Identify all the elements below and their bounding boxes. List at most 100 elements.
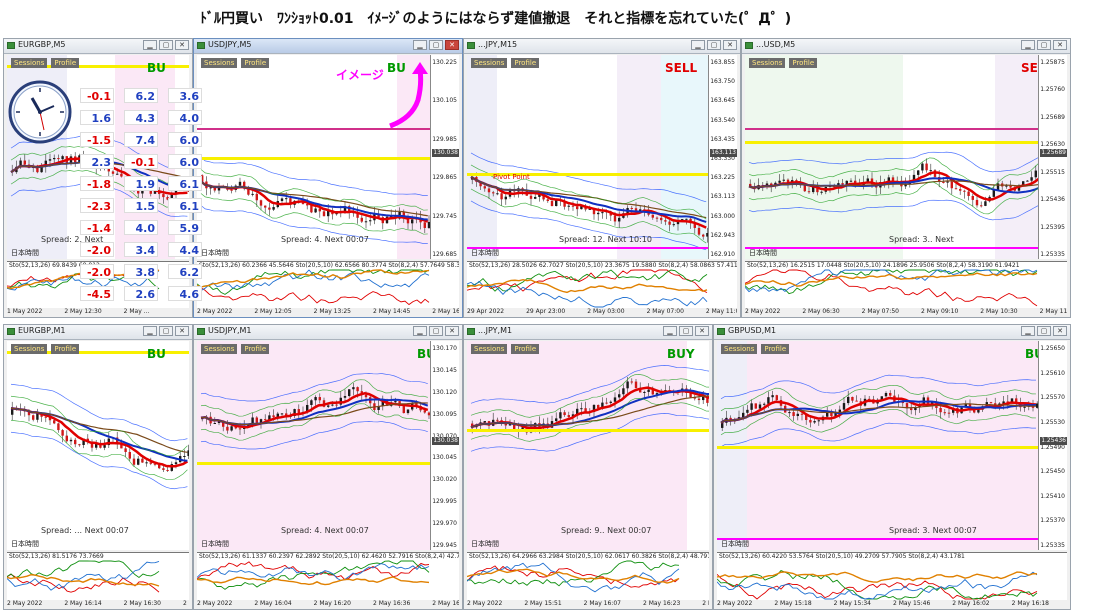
close-button[interactable]: ✕ [1053,40,1067,50]
oscillator-lines [197,269,430,306]
profile-button[interactable]: Profile [51,58,80,68]
window-titlebar[interactable]: USDJPY,M1 ▁ ▢ ✕ [194,325,462,340]
window-title: USDJPY,M5 [208,40,252,49]
profile-button[interactable]: Profile [241,344,270,354]
minimize-button[interactable]: ▁ [413,40,427,50]
minimize-button[interactable]: ▁ [691,40,705,50]
pivot-point-label: Pivot Point [493,173,530,181]
chart-window[interactable]: ...JPY,M1 ▁ ▢ ✕ Sessions Profile BUY Sprea… [463,324,713,610]
maximize-button[interactable]: ▢ [429,326,443,336]
sessions-button[interactable]: Sessions [201,344,238,354]
time-tick: 2 May 15:34 [833,600,871,607]
profile-button[interactable]: Profile [241,58,270,68]
yellow-level-line [467,173,737,176]
price-chart[interactable]: Sessions Profile BU Spread: ... Next 00:07… [7,341,189,550]
stochastic-panel[interactable]: Sto(52,13,26) 61.1337 60.2397 62.2892 St… [197,552,459,602]
price-chart[interactable]: Sessions ProfileBUY1.256501.256101.25570… [717,341,1067,550]
sessions-button[interactable]: Sessions [11,58,48,68]
window-titlebar[interactable]: GBPUSD,M1 ▁ ▢ ✕ [714,325,1070,340]
minimize-button[interactable]: ▁ [1021,40,1035,50]
close-button[interactable]: ✕ [175,326,189,336]
candlestick-plot [200,373,431,450]
oscillator-lines [467,560,680,593]
window-titlebar[interactable]: ...USD,M5 ▁ ▢ ✕ [742,39,1070,54]
sessions-button[interactable]: Sessions [471,344,508,354]
price-chart[interactable]: Sessions Profile SELL 163.855 163.750 163.64… [467,55,737,259]
strength-value: -2.0 [80,242,114,257]
close-button[interactable]: ✕ [445,326,459,336]
time-tick: 2 May 13:25 [313,308,351,315]
close-button[interactable]: ✕ [695,326,709,336]
profile-button[interactable]: Profile [789,58,818,68]
profile-button[interactable]: Profile [51,344,80,354]
time-tick: 2 May 2022 [7,600,43,607]
time-axis: 2 May 2022 2 May 06:30 2 May 07:50 2 May 09… [745,308,1067,317]
time-tick: 2 May 16:30 [123,600,161,607]
profile-button[interactable]: Profile [761,344,790,354]
chart-app-icon [7,42,15,49]
sessions-button[interactable]: Sessions [749,58,786,68]
window-titlebar[interactable]: EURGBP,M5 ▁ ▢ ✕ [4,39,192,54]
time-tick: 2 May 16:39 [702,600,709,607]
sessions-button[interactable]: Sessions [721,344,758,354]
price-tick: 129.970 [432,520,457,528]
window-titlebar[interactable]: ...JPY,M1 ▁ ▢ ✕ [464,325,712,340]
session-band [717,341,747,550]
sessions-button[interactable]: Sessions [471,58,508,68]
price-tick: 1.25570 [1040,394,1065,402]
close-button[interactable]: ✕ [723,40,737,50]
stochastic-panel[interactable]: Sto(52,13,26) 28.5026 62.7027 Sto(20,5,1… [467,261,737,310]
close-button[interactable]: ✕ [175,40,189,50]
stochastic-panel[interactable]: Sto(52,13,26) 16.2515 17.0448 Sto(20,5,1… [745,261,1067,310]
price-chart[interactable]: Sessions Profile BUY Spread: 9.. Next 00:0… [467,341,709,550]
profile-button[interactable]: Profile [511,344,540,354]
price-chart[interactable]: Sessions ProfileSELL1.258751.257601.2568… [745,55,1067,259]
time-tick: 2 May 2022 [745,308,781,315]
maximize-button[interactable]: ▢ [1037,326,1051,336]
minimize-button[interactable]: ▁ [143,40,157,50]
price-chart[interactable]: Sessions Profile BU 130.225 130.105 129.985 1… [197,55,459,259]
price-chart[interactable]: Sessions ProfileBUY130.170130.145130.120… [197,341,459,550]
maximize-button[interactable]: ▢ [679,326,693,336]
window-titlebar[interactable]: EURGBP,M1 ▁ ▢ ✕ [4,325,192,340]
chart-app-icon [197,328,205,335]
sessions-button[interactable]: Sessions [201,58,238,68]
window-titlebar[interactable]: ...JPY,M15 ▁ ▢ ✕ [464,39,740,54]
close-button[interactable]: ✕ [1053,326,1067,336]
chart-window[interactable]: EURGBP,M1 ▁ ▢ ✕ Sessions Profile BU Spread… [3,324,193,610]
yellow-level-line [7,65,189,68]
strength-value: 2.6 [124,286,158,301]
time-tick: 2 May 16:07 [583,600,621,607]
stochastic-panel[interactable]: Sto(52,13,26) 64.2966 63.2984 Sto(20,5,1… [467,552,709,602]
sessions-button[interactable]: Sessions [11,344,48,354]
current-price-tag: 130.038 [432,149,459,157]
maximize-button[interactable]: ▢ [159,40,173,50]
time-tick: 2 May 16:36 [372,600,411,607]
image-annotation: イメージ [336,68,384,82]
maximize-button[interactable]: ▢ [1037,40,1051,50]
chart-window[interactable]: USDJPY,M1 ▁ ▢ ✕ Sessions ProfileBUY130.1… [193,324,463,610]
chart-window[interactable]: ...USD,M5 ▁ ▢ ✕ Sessions ProfileSELL1.25… [741,38,1071,318]
chart-window[interactable]: ...JPY,M15 ▁ ▢ ✕ Sessions Profile SELL 163… [463,38,741,318]
maximize-button[interactable]: ▢ [707,40,721,50]
price-tick: 129.685 [432,251,457,258]
pink-level-line [745,128,1067,130]
maximize-button[interactable]: ▢ [159,326,173,336]
minimize-button[interactable]: ▁ [663,326,677,336]
minimize-button[interactable]: ▁ [1021,326,1035,336]
chart-window[interactable]: GBPUSD,M1 ▁ ▢ ✕ Sessions ProfileBUY1.256… [713,324,1071,610]
maximize-button[interactable]: ▢ [429,40,443,50]
clock-icon [8,80,72,144]
minimize-button[interactable]: ▁ [143,326,157,336]
stochastic-panel[interactable]: Sto(52,13,26) 81.5176 73.7669 [7,552,189,602]
minimize-button[interactable]: ▁ [413,326,427,336]
window-titlebar[interactable]: USDJPY,M5 ▁ ▢ ✕ [194,39,462,54]
close-button[interactable]: ✕ [445,40,459,50]
stochastic-panel[interactable]: Sto(52,13,26) 60.4220 53.5764 Sto(20,5,1… [717,552,1067,602]
oscillator-lines [7,560,160,593]
jp-time-label: 日本時間 [11,540,39,548]
time-tick: 2 May 2022 [467,600,503,607]
profile-button[interactable]: Profile [511,58,540,68]
candlestick-plot [200,157,431,244]
stochastic-panel[interactable]: Sto(52,13,26) 60.2366 45.5646 Sto(20,5,1… [197,261,459,310]
